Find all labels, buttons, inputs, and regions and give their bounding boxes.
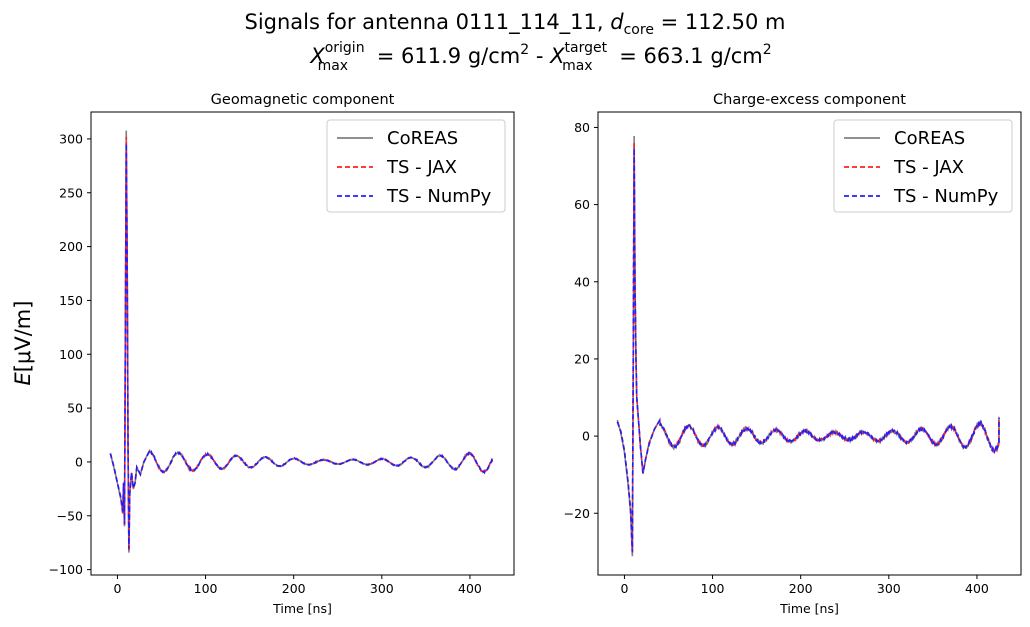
y-tick-label: 150 [59, 293, 83, 308]
y-tick-label: 100 [59, 347, 83, 362]
y-tick-label: −50 [57, 508, 83, 523]
y-tick-label: 80 [574, 120, 590, 135]
legend-label: TS - JAX [893, 157, 964, 178]
y-tick-label: 0 [75, 454, 83, 469]
x-tick-label: 200 [789, 581, 813, 596]
y-tick-label: 250 [59, 185, 83, 200]
x-tick-label: 300 [370, 581, 394, 596]
y-tick-label: 20 [574, 351, 590, 366]
y-tick-label: 300 [59, 131, 83, 146]
x-tick-label: 100 [701, 581, 725, 596]
x-tick-label: 100 [194, 581, 218, 596]
x-axis-label: Time [ns] [272, 601, 332, 616]
figure-title-line2: Xorigin max = 611.9 g/cm2 - Xtarget max = … [309, 40, 771, 74]
x-tick-label: 200 [282, 581, 306, 596]
figure-title-line1: Signals for antenna 0111_114_11, dcore =… [244, 10, 785, 38]
legend-label: TS - NumPy [386, 186, 492, 207]
legend-label: TS - NumPy [893, 186, 999, 207]
geomagnetic-panel: Geomagnetic component 0 100 200 300 400 −100 −5… [49, 92, 515, 616]
y-tick-label: 50 [67, 401, 83, 416]
legend [833, 119, 1013, 213]
panel-title: Geomagnetic component [211, 92, 395, 108]
legend-label: CoREAS [387, 128, 458, 149]
x-tick-label: 0 [113, 581, 121, 596]
series-line-ts-numpy [616, 147, 1000, 552]
legend-label: TS - JAX [386, 157, 457, 178]
x-tick-label: 400 [965, 581, 989, 596]
series-line-ts-jax [616, 141, 1000, 553]
y-axis-label: E[μV/m] [11, 301, 35, 386]
x-tick-label: 300 [877, 581, 901, 596]
charge-excess-panel: Charge-excess component 0 100 200 300 400 −20 0… [564, 92, 1022, 616]
y-tick-label: −20 [564, 506, 590, 521]
x-tick-label: 0 [620, 581, 628, 596]
series-line-ts-numpy [109, 143, 493, 549]
panel-title: Charge-excess component [713, 92, 906, 108]
x-axis-label: Time [ns] [779, 601, 839, 616]
axes-frame [90, 111, 515, 576]
y-tick-label: 60 [574, 197, 590, 212]
y-tick-label: −100 [49, 562, 83, 577]
x-tick-label: 400 [458, 581, 482, 596]
y-tick-label: 40 [574, 274, 590, 289]
y-tick-label: 0 [582, 429, 590, 444]
axes-frame [597, 111, 1022, 576]
y-tick-label: 200 [59, 239, 83, 254]
legend [326, 119, 506, 213]
legend-label: CoREAS [894, 128, 965, 149]
